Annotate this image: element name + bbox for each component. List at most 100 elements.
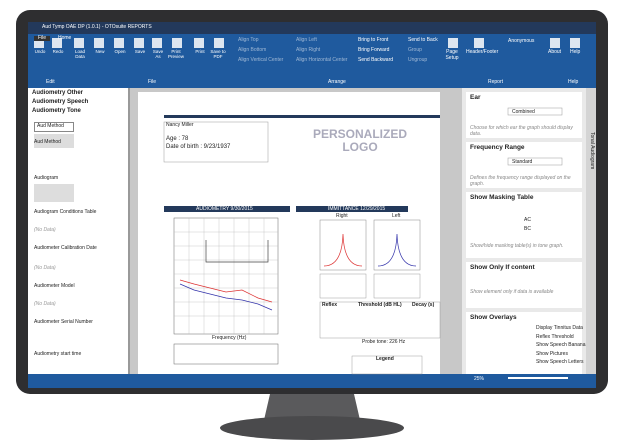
section-title: Show Masking Table xyxy=(470,194,534,201)
thumbnail xyxy=(34,184,74,202)
group-label: Edit xyxy=(46,79,55,85)
legend-box xyxy=(351,355,423,375)
ribbon-button[interactable]: Save xyxy=(134,49,146,54)
ribbon-button[interactable]: Bring to Front xyxy=(358,37,389,43)
zoom-slider[interactable] xyxy=(508,377,568,379)
ribbon-button[interactable]: Load Data xyxy=(74,49,85,59)
audiogram-frame xyxy=(173,217,279,335)
right-ear-curve xyxy=(179,279,273,303)
ribbon-button[interactable]: Align Left xyxy=(296,37,317,43)
group-label: Arrange xyxy=(328,79,346,85)
masking-table xyxy=(173,343,279,365)
option[interactable]: Display Tinnitus Data xyxy=(536,325,583,331)
screen: Aud Tymp OAE DP (1.0.1) - OTOsuite REPOR… xyxy=(28,22,596,388)
thumbnail xyxy=(34,134,74,148)
patient-name: Nancy Miller xyxy=(166,122,194,128)
stand-base xyxy=(220,416,404,440)
ribbon-button[interactable]: New xyxy=(95,49,105,54)
tymp-table-left xyxy=(373,273,421,299)
list-item[interactable]: Aud Method xyxy=(34,122,74,132)
list-item[interactable]: (No Data) xyxy=(34,265,56,271)
ribbon-button[interactable]: Header/Footer xyxy=(466,49,499,55)
ribbon-button[interactable]: Align Bottom xyxy=(238,47,267,53)
ribbon-button[interactable]: Send Backward xyxy=(358,57,394,63)
ribbon-button[interactable]: Align Horizontal Center xyxy=(296,57,348,63)
option[interactable]: Reflex Threshold xyxy=(536,333,574,340)
table-header[interactable]: Threshold (dB HL) xyxy=(358,302,402,308)
ribbon-button[interactable]: Redo xyxy=(52,49,64,54)
ribbon-button[interactable]: Undo xyxy=(34,49,46,54)
list-item[interactable]: (No Data) xyxy=(34,227,56,233)
tymp-left-curve xyxy=(377,233,417,267)
list-item[interactable]: Audiometry start time xyxy=(34,351,82,357)
menu-item[interactable]: File xyxy=(34,35,51,41)
ear-dropdown[interactable] xyxy=(507,107,563,116)
ribbon-button[interactable]: Align Top xyxy=(238,37,259,43)
list-item[interactable]: Audiometer Model xyxy=(34,283,75,289)
tree-group: Audiometry Tone xyxy=(32,108,81,114)
section-header: IMMITTANCE 12/29/2015 xyxy=(328,206,386,212)
hint: Defines the frequency range displayed on… xyxy=(470,175,571,187)
list-item[interactable]: Audiometer Serial Number xyxy=(34,319,93,325)
zoom-label: 25% xyxy=(474,376,485,382)
tymp-left xyxy=(373,219,421,271)
option[interactable]: BC xyxy=(524,226,531,232)
option[interactable]: Show Speech Banana xyxy=(536,342,586,348)
option[interactable]: Show Pictures xyxy=(536,350,568,357)
ribbon-button[interactable]: Bring Forward xyxy=(358,47,390,53)
ribbon-button[interactable]: Print xyxy=(195,49,205,54)
tymp-table-right xyxy=(319,273,367,299)
section-title: Frequency Range xyxy=(470,144,525,151)
ribbon-button[interactable]: Save to PDF xyxy=(210,49,226,59)
hint: Choose for which ear the graph should di… xyxy=(470,125,573,137)
ribbon-button[interactable]: Send to Back xyxy=(408,37,438,43)
patient-dob: Date of birth : 9/23/1937 xyxy=(166,144,231,150)
report-graphics xyxy=(34,38,582,379)
speech-banana xyxy=(205,240,269,263)
audiogram-grid xyxy=(174,218,278,334)
note: Probe tone: 226 Hz xyxy=(362,339,406,345)
ribbon-button[interactable]: Align Vertical Center xyxy=(238,57,284,63)
ribbon-button[interactable]: Anonymous xyxy=(508,38,535,44)
tree-group: Audiometry Other xyxy=(32,90,84,96)
list-item[interactable]: Audiogram xyxy=(34,175,59,181)
immittance-header xyxy=(296,206,408,212)
ribbon-button[interactable]: Ungroup xyxy=(408,57,428,63)
ribbon-button[interactable]: Group xyxy=(408,47,422,53)
section-title: Show Overlays xyxy=(470,314,517,321)
hint: Show/hide masking table(s) in tone graph… xyxy=(470,243,564,249)
audiometry-header xyxy=(164,206,290,212)
ribbon-button[interactable]: Page Setup xyxy=(445,49,459,61)
list-item[interactable]: (No Data) xyxy=(34,301,56,307)
tree-group: Audiometry Speech xyxy=(32,99,89,105)
title-bar xyxy=(28,22,596,34)
list-item[interactable]: Audiogram Conditions Table xyxy=(34,209,97,215)
axis-label: Frequency (Hz) xyxy=(212,335,247,341)
right-sections xyxy=(466,92,582,374)
side-tab[interactable]: Tonal Audiogram xyxy=(589,132,595,170)
ribbon-button[interactable]: Save As xyxy=(152,49,164,59)
ribbon-button[interactable]: Print Preview xyxy=(168,49,185,59)
option[interactable]: Show Speech Letters xyxy=(536,359,584,365)
list-item[interactable]: Aud Method xyxy=(34,139,61,145)
table-header[interactable]: Decay (s) xyxy=(412,302,435,308)
section-title: Show Only If content xyxy=(470,264,535,271)
logo: PERSONALIZED LOGO xyxy=(312,127,407,155)
dropdown: Standard xyxy=(512,158,533,165)
ribbon-button[interactable]: Open xyxy=(114,49,126,54)
option[interactable]: AC xyxy=(524,217,531,223)
left-ear-curve xyxy=(179,283,273,311)
reflex-table xyxy=(319,301,441,339)
ribbon-button[interactable]: Align Right xyxy=(296,47,321,53)
ribbon-button[interactable]: Help xyxy=(570,49,581,55)
patient-box xyxy=(163,121,269,163)
section-header: AUDIOMETRY 9/30/2015 xyxy=(196,206,253,212)
ear-label: Right xyxy=(336,213,348,219)
table-header[interactable]: Reflex xyxy=(322,302,338,308)
menu-item[interactable]: Home xyxy=(58,34,72,41)
window-title: Aud Tymp OAE DP (1.0.1) - OTOsuite REPOR… xyxy=(42,24,152,30)
ribbon-button[interactable]: About xyxy=(548,49,562,55)
list-item[interactable]: Audiometer Calibration Date xyxy=(34,245,97,251)
range-dropdown[interactable] xyxy=(507,157,563,166)
group-label: File xyxy=(148,79,157,85)
